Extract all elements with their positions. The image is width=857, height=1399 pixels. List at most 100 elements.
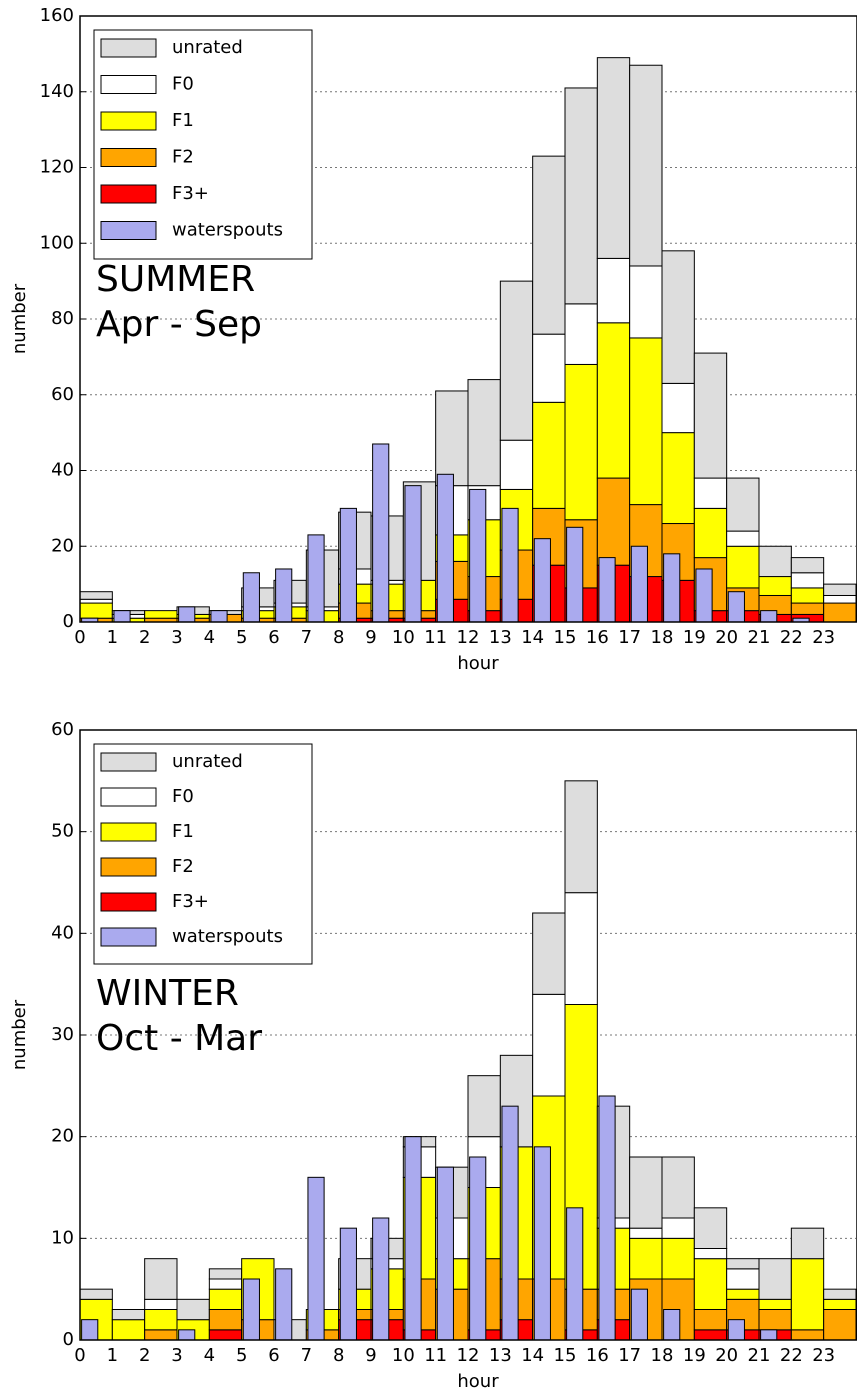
waterspout-bar <box>275 568 293 623</box>
bar-segment <box>596 322 631 479</box>
bar-segment <box>111 1319 146 1341</box>
x-tick-label: 8 <box>333 627 344 648</box>
bar-segment <box>790 557 825 574</box>
waterspout-bar <box>339 507 357 623</box>
x-tick-label: 11 <box>424 1345 447 1366</box>
x-tick-label: 20 <box>715 627 738 648</box>
waterspout-bar <box>436 1166 454 1341</box>
bar-segment <box>661 1217 695 1239</box>
bar-segment <box>596 57 631 259</box>
x-tick-label: 7 <box>301 1345 312 1366</box>
x-tick-label: 6 <box>268 627 279 648</box>
bar-segment <box>499 439 534 490</box>
waterspout-bar <box>307 1176 325 1341</box>
bar-segment <box>726 545 760 589</box>
bar-segment <box>499 280 534 441</box>
legend-label: F0 <box>172 786 194 807</box>
x-tick-label: 6 <box>268 1345 279 1366</box>
y-tick-label: 20 <box>51 535 74 556</box>
x-tick-label: 13 <box>489 1345 512 1366</box>
bar-segment <box>693 507 728 559</box>
y-axis-label: number <box>9 999 30 1070</box>
bar-segment <box>208 1288 243 1310</box>
waterspout-bar <box>242 1278 260 1341</box>
x-tick-label: 16 <box>586 627 609 648</box>
bar-segment <box>726 1268 760 1290</box>
season-annotation: WINTER <box>96 973 239 1014</box>
x-tick-label: 10 <box>392 1345 415 1366</box>
waterspout-bar <box>81 1319 99 1341</box>
x-tick-label: 3 <box>171 627 182 648</box>
x-tick-label: 18 <box>651 1345 674 1366</box>
x-tick-label: 21 <box>748 627 771 648</box>
legend-swatch <box>100 787 157 807</box>
bar-segment <box>629 265 663 339</box>
bar-segment <box>693 1309 728 1331</box>
waterspout-bar <box>113 610 131 623</box>
waterspout-bar <box>404 1136 422 1341</box>
x-tick-label: 19 <box>683 627 706 648</box>
legend-label: F3+ <box>172 891 209 912</box>
y-tick-label: 10 <box>51 1227 74 1248</box>
bar-segment <box>532 912 566 995</box>
legend-swatch <box>100 38 157 58</box>
bar-segment <box>532 993 566 1097</box>
bar-segment <box>435 390 469 487</box>
waterspout-bar <box>533 538 551 623</box>
bar-segment <box>823 1288 857 1300</box>
y-tick-label: 0 <box>63 1329 74 1350</box>
x-tick-label: 23 <box>812 627 835 648</box>
x-tick-label: 21 <box>748 1345 771 1366</box>
x-tick-label: 19 <box>683 1345 706 1366</box>
y-tick-label: 120 <box>40 157 74 178</box>
bar-segment <box>596 477 631 566</box>
bar-segment <box>629 64 663 267</box>
x-tick-label: 22 <box>780 1345 803 1366</box>
bar-segment <box>823 602 857 623</box>
bar-segment <box>144 1298 178 1311</box>
bar-segment <box>208 1309 243 1331</box>
x-tick-label: 2 <box>139 627 150 648</box>
bar-segment <box>661 432 695 525</box>
waterspout-bar <box>760 1329 778 1341</box>
waterspout-bar <box>533 1146 551 1341</box>
bar-segment <box>208 1278 243 1290</box>
bar-segment <box>726 477 760 532</box>
waterspout-bar <box>501 507 519 623</box>
x-tick-label: 10 <box>392 627 415 648</box>
bar-segment <box>79 591 113 600</box>
bar-segment <box>532 333 566 403</box>
legend-label: unrated <box>172 37 243 58</box>
x-tick-label: 3 <box>171 1345 182 1366</box>
bar-segment <box>758 1298 792 1311</box>
waterspout-bar <box>275 1268 293 1341</box>
bar-segment <box>726 1258 760 1270</box>
bar-segment <box>693 352 728 479</box>
x-tick-label: 2 <box>139 1345 150 1366</box>
legend-label: F2 <box>172 856 194 877</box>
bar-segment <box>790 587 825 604</box>
waterspout-bar <box>501 1105 519 1341</box>
x-tick-label: 17 <box>618 1345 641 1366</box>
waterspout-bar <box>630 1288 648 1341</box>
x-tick-label: 11 <box>424 627 447 648</box>
x-tick-label: 9 <box>365 1345 376 1366</box>
bar-segment <box>661 382 695 434</box>
y-tick-label: 100 <box>40 232 74 253</box>
y-tick-label: 0 <box>63 611 74 632</box>
waterspout-bar <box>630 545 648 623</box>
waterspout-bar <box>307 534 325 623</box>
x-tick-label: 1 <box>107 1345 118 1366</box>
y-tick-label: 160 <box>40 5 74 26</box>
waterspout-bar <box>469 1156 487 1341</box>
waterspout-bar <box>242 572 260 623</box>
bar-segment <box>467 379 501 487</box>
bar-segment <box>564 87 598 305</box>
legend-swatch <box>100 184 157 204</box>
bar-segment <box>693 1248 728 1260</box>
x-tick-label: 0 <box>74 627 85 648</box>
waterspout-bar <box>695 568 713 623</box>
bar-segment <box>726 530 760 547</box>
x-tick-label: 18 <box>651 627 674 648</box>
legend-label: F2 <box>172 147 194 168</box>
